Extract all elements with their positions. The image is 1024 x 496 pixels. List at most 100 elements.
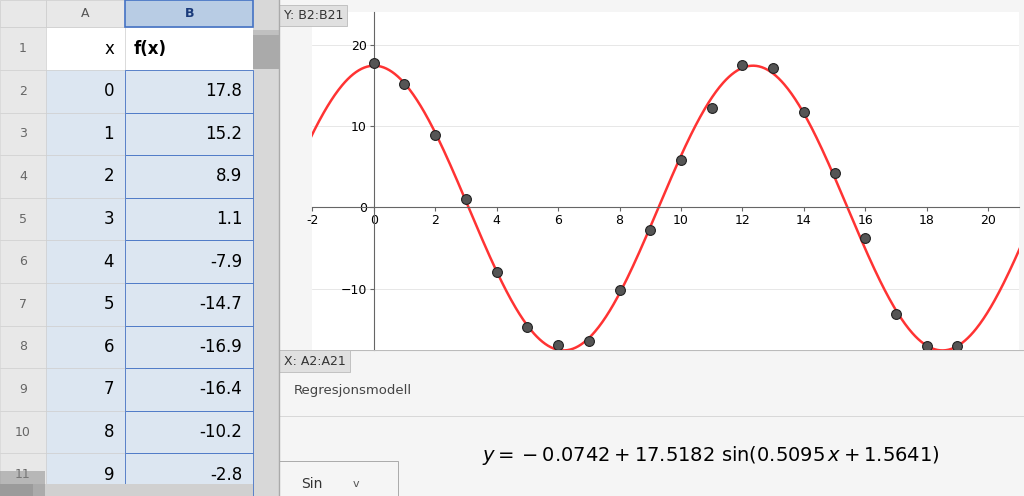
- Bar: [254, 35, 279, 69]
- Point: [919, 342, 935, 350]
- Point: [642, 226, 658, 234]
- Bar: [0, 155, 46, 198]
- Bar: [0, 484, 254, 496]
- Text: 9: 9: [103, 466, 115, 484]
- Point: [826, 169, 843, 177]
- Bar: [125, 325, 254, 368]
- Text: 17.8: 17.8: [206, 82, 243, 100]
- Text: 5: 5: [103, 295, 115, 313]
- Text: x: x: [104, 40, 115, 58]
- Bar: [0, 283, 46, 325]
- Text: -2.8: -2.8: [210, 466, 243, 484]
- Text: Sin: Sin: [301, 477, 323, 492]
- Point: [734, 62, 751, 69]
- Point: [581, 337, 597, 345]
- Bar: [46, 113, 125, 155]
- Text: 5: 5: [19, 212, 27, 226]
- Text: 10: 10: [15, 426, 31, 438]
- Text: 7: 7: [19, 298, 27, 311]
- Point: [488, 268, 505, 276]
- Bar: [0, 241, 46, 283]
- Bar: [46, 0, 125, 27]
- Bar: [125, 155, 254, 198]
- Text: -16.9: -16.9: [200, 338, 243, 356]
- Point: [949, 342, 966, 350]
- Text: 1: 1: [103, 125, 115, 143]
- Bar: [46, 70, 125, 113]
- Point: [427, 131, 443, 139]
- Bar: [46, 411, 125, 453]
- Text: 15.2: 15.2: [206, 125, 243, 143]
- Text: 7: 7: [103, 380, 115, 398]
- Text: v: v: [353, 479, 359, 489]
- Bar: [254, 30, 279, 57]
- Point: [611, 286, 628, 294]
- Text: 3: 3: [103, 210, 115, 228]
- Point: [857, 235, 873, 243]
- Text: 11: 11: [15, 468, 31, 481]
- Point: [765, 63, 781, 71]
- Text: 1.1: 1.1: [216, 210, 243, 228]
- Bar: [0, 411, 46, 453]
- Bar: [46, 241, 125, 283]
- Bar: [46, 325, 125, 368]
- Text: Y: B2:B21: Y: B2:B21: [284, 9, 343, 22]
- Bar: [46, 198, 125, 241]
- Bar: [125, 453, 254, 496]
- Bar: [0, 484, 34, 496]
- Text: 8: 8: [103, 423, 115, 441]
- Bar: [0, 198, 46, 241]
- Point: [888, 310, 904, 318]
- Text: $y = -0.0742 + 17.5182\ \sin(0.5095\,x + 1.5641)$: $y = -0.0742 + 17.5182\ \sin(0.5095\,x +…: [482, 443, 940, 467]
- Bar: [125, 27, 254, 70]
- Bar: [125, 70, 254, 113]
- Point: [458, 194, 474, 202]
- Text: A: A: [81, 7, 90, 20]
- Point: [396, 80, 413, 88]
- Bar: [125, 368, 254, 411]
- Point: [550, 341, 566, 349]
- Bar: [125, 411, 254, 453]
- Text: 9: 9: [19, 383, 27, 396]
- Text: -16.4: -16.4: [200, 380, 243, 398]
- Text: f(x): f(x): [134, 40, 167, 58]
- Bar: [125, 283, 254, 325]
- FancyBboxPatch shape: [279, 461, 397, 496]
- Bar: [46, 283, 125, 325]
- Text: Regresjonsmodell: Regresjonsmodell: [294, 384, 412, 397]
- Point: [519, 323, 536, 331]
- Point: [673, 156, 689, 164]
- Bar: [46, 368, 125, 411]
- Text: 8: 8: [19, 340, 27, 353]
- Point: [703, 104, 720, 112]
- Bar: [125, 113, 254, 155]
- Bar: [0, 471, 45, 496]
- Text: 0: 0: [103, 82, 115, 100]
- Bar: [0, 0, 279, 27]
- Bar: [254, 0, 279, 496]
- Text: 6: 6: [19, 255, 27, 268]
- Bar: [0, 453, 46, 496]
- Text: 2: 2: [103, 168, 115, 186]
- Text: 1: 1: [19, 42, 27, 55]
- Bar: [0, 27, 46, 70]
- Bar: [125, 241, 254, 283]
- Point: [796, 108, 812, 116]
- Bar: [0, 325, 46, 368]
- Text: 4: 4: [103, 252, 115, 271]
- Text: -10.2: -10.2: [200, 423, 243, 441]
- Bar: [125, 0, 254, 27]
- Bar: [0, 70, 46, 113]
- Text: 4: 4: [19, 170, 27, 183]
- Text: X: A2:A21: X: A2:A21: [284, 355, 345, 368]
- Text: 2: 2: [19, 85, 27, 98]
- Bar: [0, 113, 46, 155]
- Text: -7.9: -7.9: [210, 252, 243, 271]
- Text: B: B: [184, 7, 195, 20]
- Bar: [46, 27, 125, 70]
- Text: -14.7: -14.7: [200, 295, 243, 313]
- Bar: [46, 453, 125, 496]
- Point: [366, 59, 382, 67]
- Text: 8.9: 8.9: [216, 168, 243, 186]
- Bar: [0, 368, 46, 411]
